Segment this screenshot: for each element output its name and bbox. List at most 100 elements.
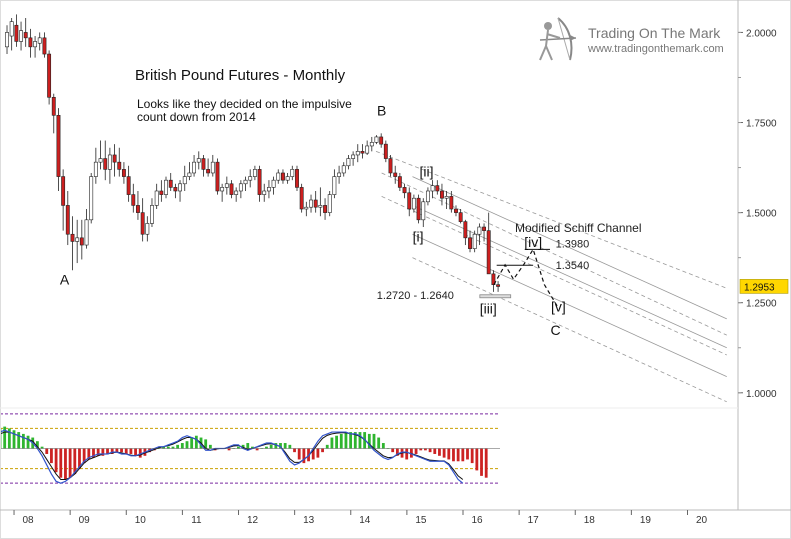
oscillator-bar (335, 435, 338, 449)
oscillator-bar (391, 448, 395, 453)
candle-up (262, 190, 267, 195)
x-tick-label: 17 (528, 515, 540, 526)
candle-down (440, 190, 444, 199)
candle-down (458, 212, 463, 222)
oscillator-bar (204, 439, 208, 449)
y-tick-label: 1.2500 (746, 299, 777, 310)
oscillator-bar (414, 448, 418, 454)
candle-down (121, 169, 126, 177)
target-zone-label: 1.2720 - 1.2640 (377, 290, 454, 302)
x-tick-label: 09 (79, 515, 91, 526)
oscillator-bar (64, 448, 67, 480)
oscillator-bar (171, 446, 175, 449)
channel-line (412, 176, 727, 320)
oscillator-bar (265, 446, 268, 449)
oscillator-bar (45, 448, 49, 454)
candle-up (182, 176, 187, 185)
wave-label: [iii] (480, 301, 497, 317)
candle-down (136, 205, 140, 213)
oscillator-bar (110, 448, 114, 454)
candle-up (150, 205, 154, 224)
x-tick-label: 18 (584, 515, 596, 526)
candle-up (472, 233, 477, 249)
oscillator-bar (17, 432, 21, 449)
candle-up (192, 161, 197, 174)
oscillator-bar (35, 441, 39, 449)
candle-down (103, 158, 108, 170)
x-tick-label: 14 (359, 515, 371, 526)
candle-down (14, 24, 19, 42)
oscillator-bar (241, 444, 245, 449)
candle-down (51, 96, 56, 116)
oscillator-bar (115, 448, 119, 453)
candle-up (93, 161, 98, 177)
candle-up (309, 199, 313, 208)
candle-up (355, 151, 360, 156)
oscillator-bar (73, 448, 77, 475)
oscillator-bar (344, 432, 348, 449)
oscillator-bar (395, 448, 399, 456)
oscillator-bar (124, 448, 128, 454)
candle-up (243, 179, 248, 185)
archer-icon (539, 17, 577, 61)
oscillator-bar (78, 448, 81, 469)
candle-up (346, 158, 351, 167)
last-price-tag (739, 279, 789, 294)
oscillator-bar (325, 444, 329, 449)
oscillator-bar (237, 446, 240, 449)
candle-up (234, 190, 239, 195)
brand: Trading On The Mark www.tradingonthemark… (588, 24, 748, 56)
oscillator-bar (433, 448, 437, 454)
oscillator-bar (190, 437, 194, 449)
candle-down (56, 115, 61, 177)
brand-url[interactable]: www.tradingonthemark.com (588, 43, 724, 55)
oscillator-bar (166, 446, 170, 449)
oscillator-bar (381, 443, 385, 449)
candle-down (407, 192, 412, 210)
candle-up (477, 226, 482, 235)
oscillator-bar (227, 448, 231, 451)
candle-down (454, 208, 458, 213)
oscillator-bar (367, 433, 371, 449)
wave-label: [i] (413, 228, 424, 244)
candle-down (79, 237, 84, 246)
wave-label: A (60, 272, 70, 288)
oscillator-bar (330, 437, 334, 449)
candle-up (327, 194, 332, 213)
oscillator-bar (466, 448, 469, 460)
x-tick-label: 15 (415, 515, 427, 526)
oscillator-bar (251, 446, 254, 449)
oscillator-bar (377, 437, 381, 449)
candle-down (383, 143, 388, 159)
wave-label: [ii] (420, 164, 434, 180)
candle-up (276, 172, 281, 181)
candle-down (229, 183, 234, 195)
candle-up (37, 37, 42, 44)
x-tick-label: 12 (247, 515, 259, 526)
chart-subtitle-line-1: Looks like they decided on the impulsive (137, 97, 352, 111)
candle-down (65, 205, 70, 235)
oscillator-bar (180, 443, 184, 449)
candle-down (393, 172, 398, 177)
brand-name: Trading On The Mark (588, 25, 721, 41)
oscillator-bar (372, 433, 376, 449)
candle-up (430, 185, 435, 192)
oscillator-bar (101, 448, 105, 456)
x-tick-label: 13 (303, 515, 315, 526)
oscillator-bar (484, 448, 488, 478)
oscillator-panel (0, 413, 500, 484)
candle-up (178, 183, 182, 192)
candle-up (285, 176, 290, 181)
oscillator-bar (409, 448, 413, 458)
candle-up (9, 21, 14, 37)
channel-line (381, 196, 727, 356)
oscillator-bar (461, 448, 465, 462)
candle-down (360, 151, 365, 154)
x-tick-label: 10 (135, 515, 147, 526)
channel-line (412, 233, 727, 377)
oscillator-main-line (0, 429, 464, 484)
oscillator-bar (279, 443, 282, 449)
